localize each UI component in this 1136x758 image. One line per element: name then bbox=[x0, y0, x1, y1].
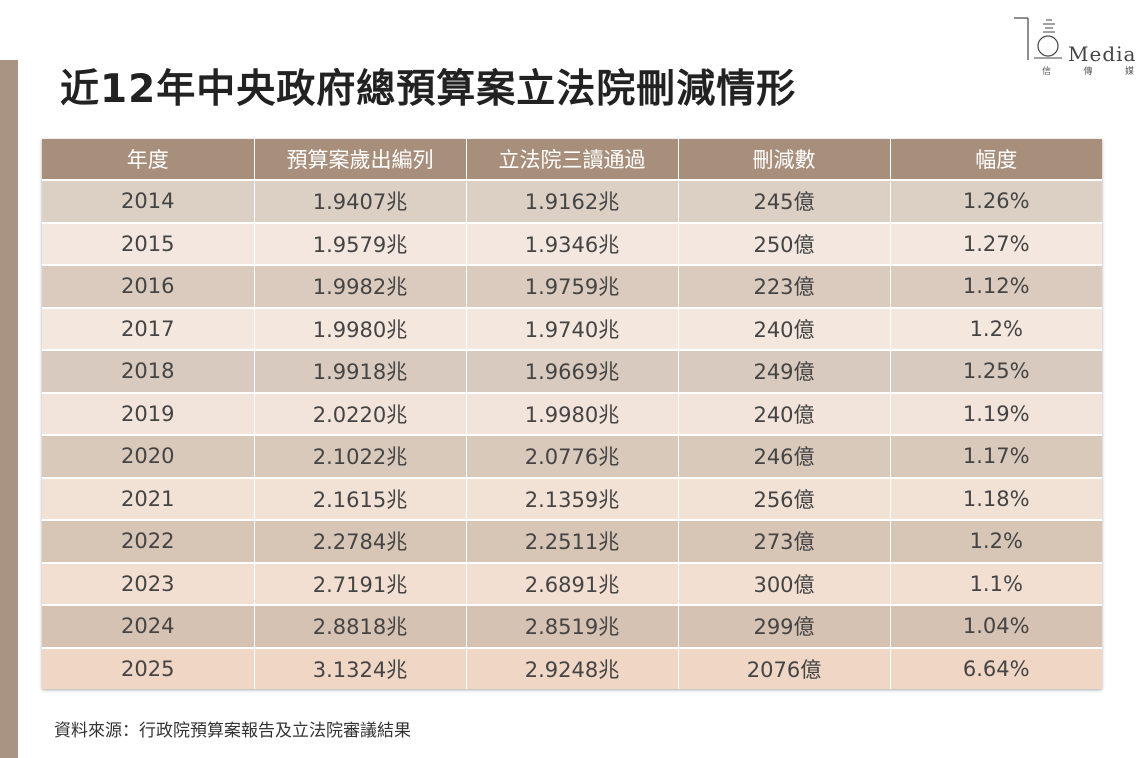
cell-passed: 2.6891兆 bbox=[466, 561, 679, 605]
cell-proposed: 1.9918兆 bbox=[254, 349, 467, 393]
cell-year: 2014 bbox=[42, 179, 255, 223]
cell-rate: 1.19% bbox=[890, 391, 1102, 435]
cell-year: 2018 bbox=[42, 349, 255, 393]
table-header-row: 年度 預算案歲出編列 立法院三讀通過 刪減數 幅度 bbox=[42, 139, 1102, 180]
cell-cut: 240億 bbox=[678, 306, 891, 350]
cell-cut: 256億 bbox=[678, 476, 891, 520]
cell-year: 2015 bbox=[42, 221, 255, 265]
cell-year: 2016 bbox=[42, 264, 255, 308]
cell-proposed: 2.2784兆 bbox=[254, 519, 467, 563]
cell-year: 2020 bbox=[42, 434, 255, 478]
cell-proposed: 1.9980兆 bbox=[254, 306, 467, 350]
cell-year: 2025 bbox=[42, 646, 255, 689]
table-row: 2015 1.9579兆 1.9346兆 250億 1.27% bbox=[42, 221, 1102, 265]
table-row: 2023 2.7191兆 2.6891兆 300億 1.1% bbox=[42, 561, 1102, 605]
budget-table: 年度 預算案歲出編列 立法院三讀通過 刪減數 幅度 2014 1.9407兆 1… bbox=[42, 139, 1102, 689]
table-row: 2024 2.8818兆 2.8519兆 299億 1.04% bbox=[42, 604, 1102, 648]
logo-mark-icon bbox=[1014, 17, 1062, 60]
table-row: 2014 1.9407兆 1.9162兆 245億 1.26% bbox=[42, 179, 1102, 223]
cell-rate: 1.04% bbox=[890, 604, 1102, 648]
header-proposed-budget: 預算案歲出編列 bbox=[254, 139, 467, 180]
table-row: 2019 2.0220兆 1.9980兆 240億 1.19% bbox=[42, 391, 1102, 435]
source-note: 資料來源：行政院預算案報告及立法院審議結果 bbox=[54, 721, 411, 741]
cell-year: 2022 bbox=[42, 519, 255, 563]
cell-rate: 1.17% bbox=[890, 434, 1102, 478]
left-accent-bar bbox=[0, 60, 18, 758]
cell-year: 2023 bbox=[42, 561, 255, 605]
cell-rate: 6.64% bbox=[890, 646, 1102, 689]
cell-cut: 245億 bbox=[678, 179, 891, 223]
cell-passed: 1.9162兆 bbox=[466, 179, 679, 223]
table-row: 2025 3.1324兆 2.9248兆 2076億 6.64% bbox=[42, 646, 1102, 689]
cell-year: 2017 bbox=[42, 306, 255, 350]
cell-passed: 2.8519兆 bbox=[466, 604, 679, 648]
header-passed-budget: 立法院三讀通過 bbox=[466, 139, 679, 180]
cell-rate: 1.26% bbox=[890, 179, 1102, 223]
cell-rate: 1.1% bbox=[890, 561, 1102, 605]
cell-passed: 2.2511兆 bbox=[466, 519, 679, 563]
cell-rate: 1.2% bbox=[890, 306, 1102, 350]
table-row: 2016 1.9982兆 1.9759兆 223億 1.12% bbox=[42, 264, 1102, 308]
table-row: 2018 1.9918兆 1.9669兆 249億 1.25% bbox=[42, 349, 1102, 393]
cell-passed: 2.9248兆 bbox=[466, 646, 679, 689]
cell-proposed: 1.9982兆 bbox=[254, 264, 467, 308]
cell-rate: 1.27% bbox=[890, 221, 1102, 265]
cell-passed: 2.1359兆 bbox=[466, 476, 679, 520]
cell-rate: 1.12% bbox=[890, 264, 1102, 308]
cell-proposed: 2.1615兆 bbox=[254, 476, 467, 520]
cell-passed: 1.9980兆 bbox=[466, 391, 679, 435]
cell-cut: 273億 bbox=[678, 519, 891, 563]
table-row: 2017 1.9980兆 1.9740兆 240億 1.2% bbox=[42, 306, 1102, 350]
cell-proposed: 2.0220兆 bbox=[254, 391, 467, 435]
cell-proposed: 2.8818兆 bbox=[254, 604, 467, 648]
logo-sub-char: 傳 bbox=[1083, 67, 1093, 77]
header-year: 年度 bbox=[42, 139, 255, 180]
cell-year: 2024 bbox=[42, 604, 255, 648]
cell-cut: 2076億 bbox=[678, 646, 891, 689]
cell-rate: 1.18% bbox=[890, 476, 1102, 520]
media-logo: Media 信 傳 媒 bbox=[1012, 14, 1136, 84]
cell-year: 2019 bbox=[42, 391, 255, 435]
cell-passed: 1.9740兆 bbox=[466, 306, 679, 350]
cell-rate: 1.25% bbox=[890, 349, 1102, 393]
cell-proposed: 2.7191兆 bbox=[254, 561, 467, 605]
cell-cut: 249億 bbox=[678, 349, 891, 393]
logo-subtitle: 信 傳 媒 bbox=[1042, 64, 1134, 77]
cell-cut: 300億 bbox=[678, 561, 891, 605]
cell-proposed: 2.1022兆 bbox=[254, 434, 467, 478]
header-cut-amount: 刪減數 bbox=[678, 139, 891, 180]
page-title: 近12年中央政府總預算案立法院刪減情形 bbox=[60, 67, 797, 112]
cell-passed: 1.9759兆 bbox=[466, 264, 679, 308]
cell-cut: 250億 bbox=[678, 221, 891, 265]
cell-year: 2021 bbox=[42, 476, 255, 520]
logo-sub-char: 媒 bbox=[1124, 67, 1134, 77]
cell-cut: 240億 bbox=[678, 391, 891, 435]
header-cut-rate: 幅度 bbox=[890, 139, 1102, 180]
cell-passed: 1.9669兆 bbox=[466, 349, 679, 393]
cell-rate: 1.2% bbox=[890, 519, 1102, 563]
cell-cut: 246億 bbox=[678, 434, 891, 478]
cell-passed: 1.9346兆 bbox=[466, 221, 679, 265]
table-row: 2020 2.1022兆 2.0776兆 246億 1.17% bbox=[42, 434, 1102, 478]
logo-word: Media bbox=[1068, 42, 1136, 66]
logo-sub-char: 信 bbox=[1042, 67, 1052, 77]
cell-cut: 299億 bbox=[678, 604, 891, 648]
cell-passed: 2.0776兆 bbox=[466, 434, 679, 478]
table-row: 2021 2.1615兆 2.1359兆 256億 1.18% bbox=[42, 476, 1102, 520]
table-row: 2022 2.2784兆 2.2511兆 273億 1.2% bbox=[42, 519, 1102, 563]
cell-proposed: 1.9407兆 bbox=[254, 179, 467, 223]
cell-cut: 223億 bbox=[678, 264, 891, 308]
cell-proposed: 3.1324兆 bbox=[254, 646, 467, 689]
cell-proposed: 1.9579兆 bbox=[254, 221, 467, 265]
